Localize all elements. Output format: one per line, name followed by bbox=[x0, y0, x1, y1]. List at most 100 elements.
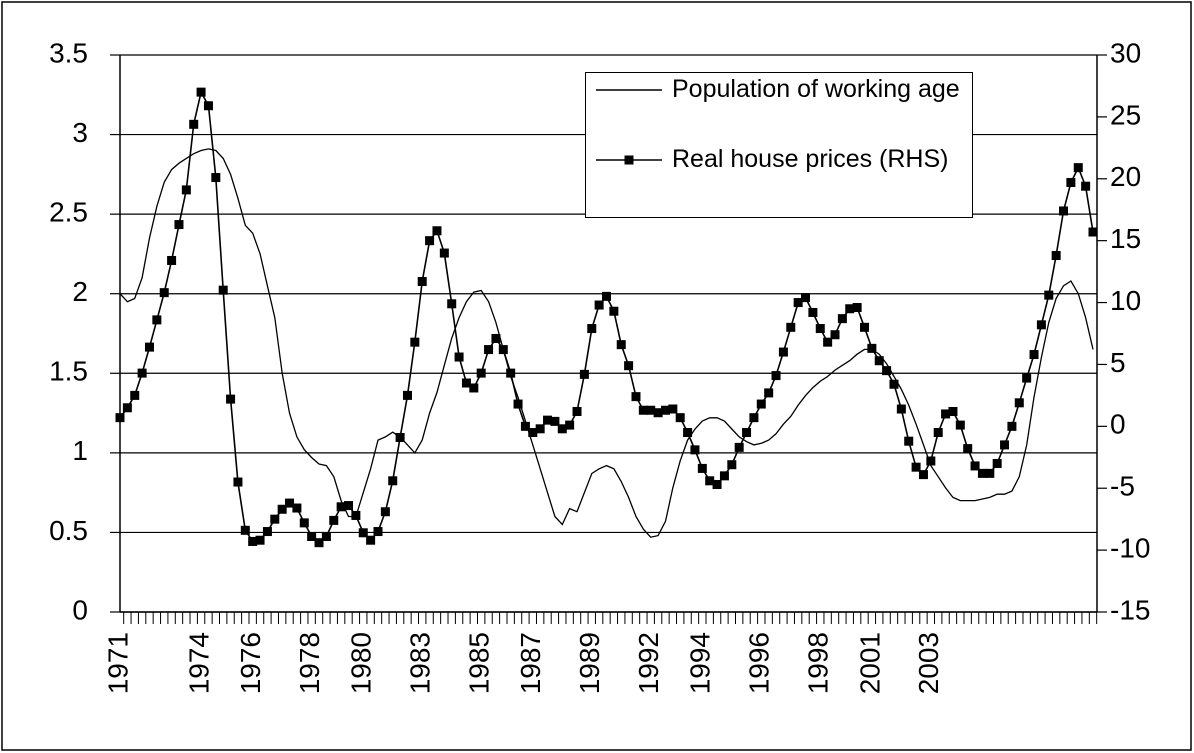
series-marker bbox=[889, 379, 899, 389]
series-marker bbox=[977, 468, 987, 478]
series-marker bbox=[159, 288, 169, 298]
series-marker bbox=[808, 307, 818, 317]
series-marker bbox=[248, 536, 258, 546]
series-marker bbox=[1051, 251, 1061, 261]
y-tick-label: 2.5 bbox=[49, 197, 88, 228]
series-marker bbox=[1036, 320, 1046, 330]
x-tick-label: 1980 bbox=[346, 632, 377, 694]
legend-label: Population of working age bbox=[672, 75, 960, 103]
series-marker bbox=[793, 298, 803, 308]
series-marker bbox=[366, 535, 376, 545]
series-marker bbox=[506, 368, 516, 378]
legend-label: Real house prices (RHS) bbox=[672, 145, 949, 173]
x-tick-label: 1985 bbox=[464, 632, 495, 694]
series-marker bbox=[122, 403, 132, 413]
x-tick-label: 1971 bbox=[102, 632, 133, 694]
series-marker bbox=[801, 293, 811, 303]
series-marker bbox=[786, 322, 796, 332]
y2-tick-label: -15 bbox=[1110, 594, 1150, 625]
series-marker bbox=[388, 476, 398, 486]
series-marker bbox=[373, 527, 383, 537]
series-marker bbox=[226, 394, 236, 404]
y2-tick-label: 20 bbox=[1110, 161, 1141, 192]
x-tick-label: 1978 bbox=[294, 632, 325, 694]
y-tick-label: 2 bbox=[72, 276, 88, 307]
series-marker bbox=[985, 468, 995, 478]
series-marker bbox=[233, 477, 243, 487]
y2-tick-label: 0 bbox=[1110, 409, 1126, 440]
series-marker bbox=[469, 383, 479, 393]
series-marker bbox=[181, 185, 191, 195]
series-marker bbox=[896, 404, 906, 414]
series-marker bbox=[432, 226, 442, 236]
series-marker bbox=[948, 406, 958, 416]
y2-tick-label: -5 bbox=[1110, 471, 1135, 502]
series-marker bbox=[963, 444, 973, 454]
series-marker bbox=[609, 306, 619, 316]
series-marker bbox=[992, 458, 1002, 468]
series-marker bbox=[1007, 421, 1017, 431]
series-marker bbox=[262, 527, 272, 537]
series-marker bbox=[203, 101, 213, 111]
series-marker bbox=[255, 535, 265, 545]
series-marker bbox=[587, 324, 597, 334]
y2-tick-label: 5 bbox=[1110, 347, 1126, 378]
series-marker bbox=[336, 502, 346, 512]
series-marker bbox=[395, 432, 405, 442]
series-marker bbox=[823, 337, 833, 347]
series-marker bbox=[602, 291, 611, 301]
y2-tick-label: 30 bbox=[1110, 37, 1141, 68]
series-marker bbox=[579, 369, 589, 379]
series-marker bbox=[852, 303, 862, 313]
series-marker bbox=[351, 510, 361, 520]
series-marker bbox=[660, 405, 670, 415]
series-marker bbox=[624, 361, 634, 371]
series-marker bbox=[344, 501, 354, 511]
series-marker bbox=[543, 415, 553, 425]
y-tick-label: 1.5 bbox=[49, 356, 88, 387]
series-marker bbox=[918, 470, 928, 480]
x-tick-label: 1987 bbox=[515, 632, 546, 694]
y-tick-label: 3.5 bbox=[49, 37, 88, 68]
series-marker bbox=[535, 424, 545, 434]
y2-tick-label: 25 bbox=[1110, 99, 1141, 130]
series-marker bbox=[690, 445, 700, 455]
x-tick-label: 1974 bbox=[183, 632, 214, 694]
series-marker bbox=[749, 413, 759, 423]
series-marker bbox=[705, 476, 715, 486]
series-marker bbox=[1059, 206, 1069, 216]
series-marker bbox=[380, 507, 390, 517]
series-marker bbox=[719, 471, 729, 481]
series-marker bbox=[447, 299, 457, 309]
series-marker bbox=[520, 421, 530, 431]
series-marker bbox=[727, 460, 737, 470]
series-marker bbox=[270, 514, 280, 524]
x-tick-label: 1996 bbox=[744, 632, 775, 694]
series-marker bbox=[874, 356, 884, 366]
series-marker bbox=[830, 330, 840, 340]
y2-tick-label: -10 bbox=[1110, 533, 1150, 564]
series-marker bbox=[904, 436, 914, 446]
series-marker bbox=[410, 337, 420, 347]
series-marker bbox=[1066, 177, 1076, 187]
series-marker bbox=[277, 504, 287, 514]
y-tick-label: 0.5 bbox=[49, 515, 88, 546]
series-marker bbox=[646, 405, 656, 415]
series-marker bbox=[734, 442, 744, 452]
series-marker bbox=[926, 456, 936, 466]
series-marker bbox=[314, 538, 324, 548]
series-marker bbox=[285, 498, 295, 508]
x-tick-label: 1983 bbox=[405, 632, 436, 694]
series-marker bbox=[683, 428, 693, 438]
series-line bbox=[119, 148, 1094, 538]
series-marker bbox=[837, 314, 847, 324]
series-marker bbox=[307, 531, 317, 541]
series-marker bbox=[174, 220, 184, 230]
series-marker bbox=[1014, 398, 1024, 408]
series-marker bbox=[144, 342, 154, 352]
legend-swatch bbox=[596, 155, 662, 165]
series-marker bbox=[321, 531, 331, 541]
x-tick-label: 1992 bbox=[633, 632, 664, 694]
series-marker bbox=[292, 503, 302, 513]
series-marker bbox=[115, 413, 125, 423]
